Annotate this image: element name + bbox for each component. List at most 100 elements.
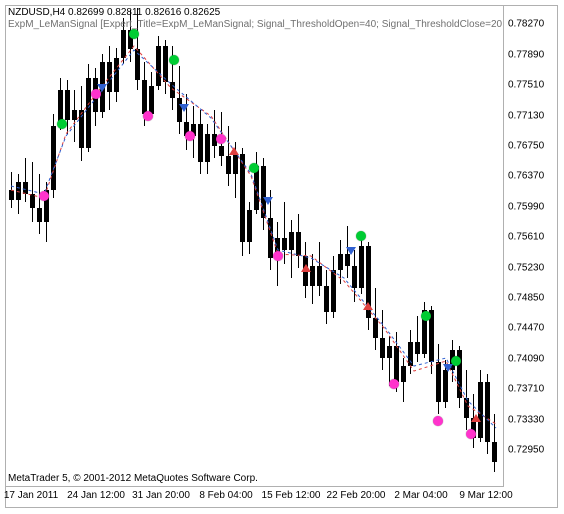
- candle-body: [324, 286, 329, 312]
- arrow-down-icon: [97, 84, 107, 92]
- candle-body: [65, 90, 70, 120]
- marker-dot: [466, 429, 476, 439]
- y-tick-label: 0.73330: [508, 414, 544, 425]
- marker-dot: [129, 29, 139, 39]
- candle-body: [380, 338, 385, 358]
- candle-body: [443, 370, 448, 402]
- candle-body: [415, 342, 420, 354]
- candle-wick: [25, 158, 26, 202]
- candle-body: [394, 346, 399, 382]
- y-tick-label: 0.76370: [508, 171, 544, 182]
- y-tick-label: 0.77890: [508, 49, 544, 60]
- candle-body: [142, 80, 147, 114]
- candle-body: [205, 134, 210, 162]
- candle-body: [345, 254, 350, 266]
- y-tick-label: 0.75990: [508, 201, 544, 212]
- candle-body: [240, 154, 245, 242]
- signal-line: [11, 50, 496, 428]
- x-tick-label: 31 Jan 20:00: [132, 490, 190, 501]
- x-tick-label: 24 Jan 12:00: [67, 490, 125, 501]
- candle-body: [485, 382, 490, 442]
- candle-body: [352, 266, 357, 288]
- candle-wick: [32, 162, 33, 222]
- candle-body: [30, 194, 35, 208]
- arrow-up-icon: [229, 147, 239, 155]
- y-tick-label: 0.74850: [508, 293, 544, 304]
- marker-dot: [356, 231, 366, 241]
- marker-dot: [421, 311, 431, 321]
- plot-area[interactable]: NZDUSD,H4 0.82699 0.82811 0.82616 0.8262…: [6, 6, 504, 487]
- candle-wick: [417, 316, 418, 362]
- marker-dot: [273, 251, 283, 261]
- signal-overlay: [6, 6, 503, 486]
- ohlc-text: 0.82699 0.82811 0.82616 0.82625: [68, 7, 220, 18]
- signal-line: [11, 46, 496, 424]
- arrow-down-icon: [346, 247, 356, 255]
- x-tick-label: 9 Mar 12:00: [459, 490, 512, 501]
- y-tick-label: 0.72950: [508, 445, 544, 456]
- y-axis: 0.78270 0.77890 0.77510 0.77130 0.76750 0.763…: [504, 6, 559, 487]
- marker-dot: [39, 191, 49, 201]
- candle-body: [37, 208, 42, 222]
- candle-body: [492, 442, 497, 462]
- candle-body: [9, 190, 14, 200]
- candle-body: [436, 362, 441, 402]
- y-tick-label: 0.74470: [508, 323, 544, 334]
- candle-wick: [284, 202, 285, 264]
- y-tick-label: 0.74090: [508, 353, 544, 364]
- candle-body: [135, 49, 140, 79]
- marker-dot: [143, 111, 153, 121]
- arrow-down-icon: [179, 104, 189, 112]
- candle-body: [387, 346, 392, 358]
- marker-dot: [169, 55, 179, 65]
- candle-body: [51, 126, 56, 190]
- marker-dot: [57, 119, 67, 129]
- x-axis: 17 Jan 2011 24 Jan 12:00 31 Jan 20:00 8 Feb…: [6, 487, 504, 509]
- y-tick-label: 0.77510: [508, 80, 544, 91]
- symbol-title: NZDUSD,H4 0.82699 0.82811 0.82616 0.8262…: [8, 7, 220, 18]
- candle-body: [156, 46, 161, 86]
- candle-body: [408, 342, 413, 366]
- marker-dot: [216, 134, 226, 144]
- arrow-down-icon: [263, 197, 273, 205]
- y-tick-label: 0.78270: [508, 19, 544, 30]
- candle-body: [373, 318, 378, 338]
- indicator-title: ExpM_LeManSignal [Expert_Title=ExpM_LeMa…: [8, 19, 504, 30]
- candle-body: [282, 238, 287, 250]
- chart-footer: MetaTrader 5, © 2001-2012 MetaQuotes Sof…: [8, 473, 258, 484]
- marker-dot: [249, 163, 259, 173]
- candle-body: [359, 246, 364, 288]
- candle-body: [233, 154, 238, 174]
- marker-dot: [389, 379, 399, 389]
- candle-body: [107, 62, 112, 92]
- arrow-up-icon: [301, 264, 311, 272]
- candle-body: [149, 86, 154, 114]
- symbol-tf-text: NZDUSD,H4: [8, 7, 65, 18]
- candle-body: [16, 182, 21, 200]
- x-tick-label: 22 Feb 20:00: [327, 490, 386, 501]
- y-tick-label: 0.77130: [508, 110, 544, 121]
- candle-body: [289, 232, 294, 250]
- x-tick-label: 15 Feb 12:00: [262, 490, 321, 501]
- marker-dot: [185, 131, 195, 141]
- candle-body: [226, 156, 231, 174]
- candle-body: [170, 82, 175, 98]
- y-tick-label: 0.75610: [508, 232, 544, 243]
- candle-body: [401, 366, 406, 382]
- candle-body: [86, 78, 91, 148]
- x-tick-label: 8 Feb 04:00: [199, 490, 252, 501]
- candle-body: [219, 146, 224, 156]
- y-tick-label: 0.76750: [508, 141, 544, 152]
- candle-body: [247, 210, 252, 242]
- y-tick-label: 0.73710: [508, 384, 544, 395]
- x-tick-label: 17 Jan 2011: [4, 490, 58, 501]
- x-tick-label: 2 Mar 04:00: [394, 490, 447, 501]
- arrow-up-icon: [363, 302, 373, 310]
- y-tick-label: 0.75230: [508, 262, 544, 273]
- candle-body: [478, 382, 483, 438]
- candle-body: [268, 218, 273, 258]
- candle-body: [338, 254, 343, 270]
- arrow-up-icon: [471, 414, 481, 422]
- candle-body: [114, 58, 119, 92]
- candle-body: [198, 124, 203, 162]
